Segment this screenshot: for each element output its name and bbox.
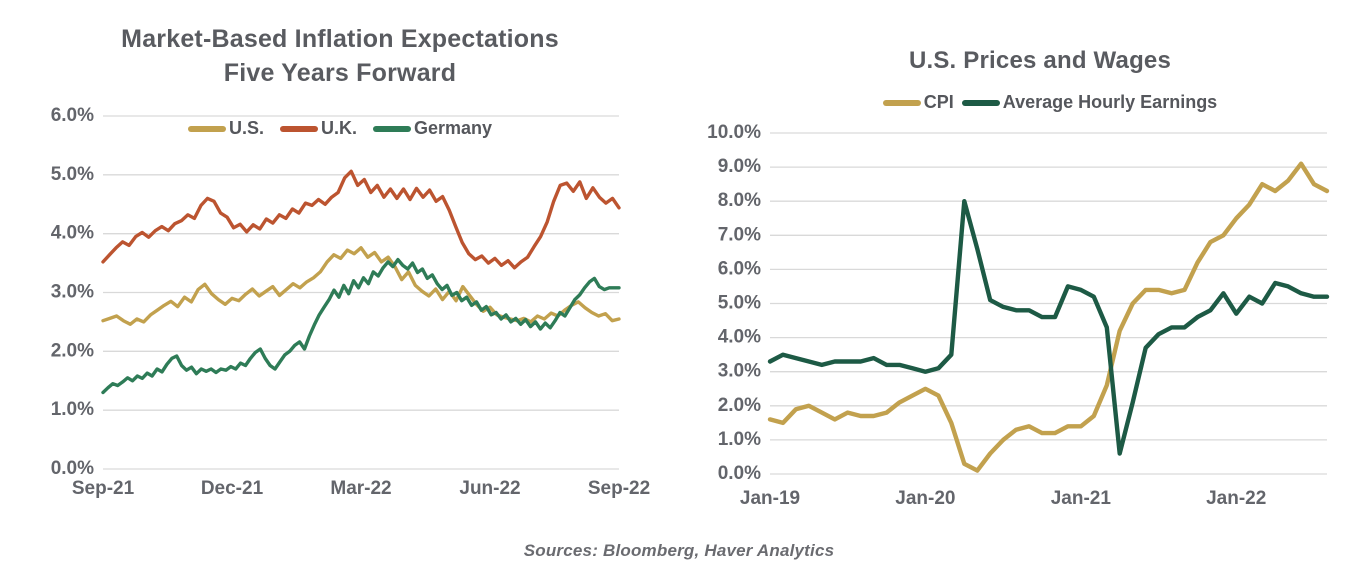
legend-label-us: U.S.: [228, 118, 264, 138]
legend-label-uk: U.K.: [320, 118, 357, 138]
svg-text:Jan-22: Jan-22: [1206, 488, 1266, 509]
legend-label-ahe: Average Hourly Earnings: [1002, 92, 1218, 112]
svg-text:2.0%: 2.0%: [51, 340, 94, 361]
uk-series-swatch: [279, 125, 318, 132]
svg-text:3.0%: 3.0%: [51, 282, 94, 303]
svg-text:6.0%: 6.0%: [51, 105, 94, 126]
svg-text:5.0%: 5.0%: [718, 293, 761, 314]
svg-text:0.0%: 0.0%: [51, 458, 94, 479]
svg-text:Jan-19: Jan-19: [740, 488, 800, 509]
svg-text:Dec-21: Dec-21: [201, 478, 264, 499]
legend-item-ahe: Average Hourly Earnings: [961, 92, 1218, 113]
svg-text:8.0%: 8.0%: [718, 190, 761, 211]
svg-text:Sep-22: Sep-22: [588, 478, 650, 499]
germany-series-swatch: [372, 125, 411, 132]
svg-text:Jan-21: Jan-21: [1051, 488, 1112, 509]
svg-text:2.0%: 2.0%: [718, 395, 761, 416]
legend-label-germany: Germany: [413, 118, 493, 138]
svg-text:3.0%: 3.0%: [718, 361, 761, 382]
svg-text:5.0%: 5.0%: [51, 164, 94, 185]
left-plot-area: 0.0% 1.0% 2.0% 3.0% 4.0% 5.0% 6.0% Sep-21 Dec-21…: [51, 105, 650, 499]
legend-item-cpi: CPI: [882, 92, 954, 113]
svg-text:7.0%: 7.0%: [718, 224, 761, 245]
right-chart-legend: CPI Average Hourly Earnings: [730, 92, 1358, 113]
svg-text:1.0%: 1.0%: [718, 429, 761, 450]
right-plot-area: 0.0% 1.0% 2.0% 3.0% 4.0% 5.0% 6.0% 7.0% 8.0% 9.0%…: [707, 122, 1330, 509]
left-chart-title: Market-Based Inflation Expectations Five…: [30, 22, 650, 90]
left-chart-legend: U.S. U.K. Germany: [30, 118, 650, 139]
svg-text:4.0%: 4.0%: [51, 223, 94, 244]
svg-text:Jan-20: Jan-20: [895, 488, 955, 509]
right-chart-title: U.S. Prices and Wages: [908, 47, 1172, 74]
legend-item-uk: U.K.: [279, 118, 357, 139]
legend-item-germany: Germany: [372, 118, 493, 139]
svg-text:4.0%: 4.0%: [718, 327, 761, 348]
left-chart-title-line2: Five Years Forward: [223, 59, 457, 87]
svg-text:Sep-21: Sep-21: [72, 478, 135, 499]
ahe-series-swatch: [961, 99, 1000, 106]
svg-text:Jun-22: Jun-22: [459, 478, 520, 499]
svg-text:9.0%: 9.0%: [718, 156, 761, 177]
left-chart-title-line1: Market-Based Inflation Expectations: [121, 25, 559, 53]
svg-text:0.0%: 0.0%: [718, 463, 761, 484]
svg-text:10.0%: 10.0%: [707, 122, 761, 143]
cpi-series-swatch: [882, 99, 921, 106]
legend-item-us: U.S.: [187, 118, 264, 139]
sources-note: Sources: Bloomberg, Haver Analytics: [523, 541, 835, 560]
svg-text:1.0%: 1.0%: [51, 399, 94, 420]
svg-text:6.0%: 6.0%: [718, 258, 761, 279]
svg-text:Mar-22: Mar-22: [330, 478, 391, 499]
legend-label-cpi: CPI: [923, 92, 954, 112]
us-series-swatch: [187, 125, 226, 132]
